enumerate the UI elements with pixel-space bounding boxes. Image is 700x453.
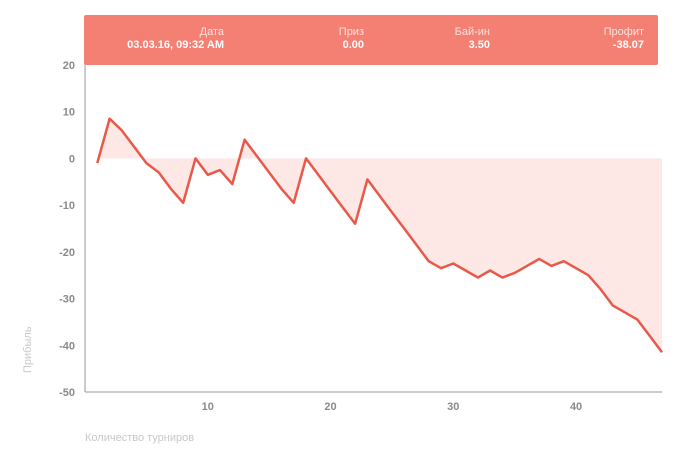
profit-value: -38.07 <box>612 39 644 51</box>
profit-label: Профит <box>603 26 644 38</box>
y-tick-label: -50 <box>59 387 75 399</box>
tooltip-profit: Профит -38.07 <box>604 26 644 52</box>
profit-line <box>96 117 664 354</box>
x-tick-label: 20 <box>324 401 336 413</box>
y-tick-label: -20 <box>59 247 75 259</box>
x-tick-label: 30 <box>447 401 459 413</box>
prize-value: 0.00 <box>342 39 364 51</box>
tooltip-prize: Приз 0.00 <box>339 26 364 52</box>
prize-label: Приз <box>338 26 364 38</box>
tooltip-buyin: Бай-ин 3.50 <box>455 26 490 52</box>
loss-area <box>97 118 663 353</box>
y-tick-label: -30 <box>59 294 75 306</box>
date-value: 03.03.16, 09:32 AM <box>127 39 224 51</box>
y-axis-label: Прибыль <box>22 326 34 373</box>
date-label: Дата <box>199 26 224 38</box>
y-tick-label: -40 <box>59 340 75 352</box>
y-tick-label: 0 <box>69 153 75 165</box>
x-tick-label: 10 <box>202 401 214 413</box>
y-tick-label: 10 <box>63 107 75 119</box>
buyin-value: 3.50 <box>468 39 490 51</box>
tooltip-date: Дата 03.03.16, 09:32 AM <box>127 26 224 52</box>
x-tick-label: 40 <box>570 401 582 413</box>
tooltip-panel: Дата 03.03.16, 09:32 AM Приз 0.00 Бай-ин… <box>84 15 658 65</box>
buyin-label: Бай-ин <box>454 26 490 38</box>
y-tick-label: -10 <box>59 200 75 212</box>
y-tick-label: 20 <box>63 60 75 72</box>
x-axis-label: Количество турниров <box>85 432 195 444</box>
